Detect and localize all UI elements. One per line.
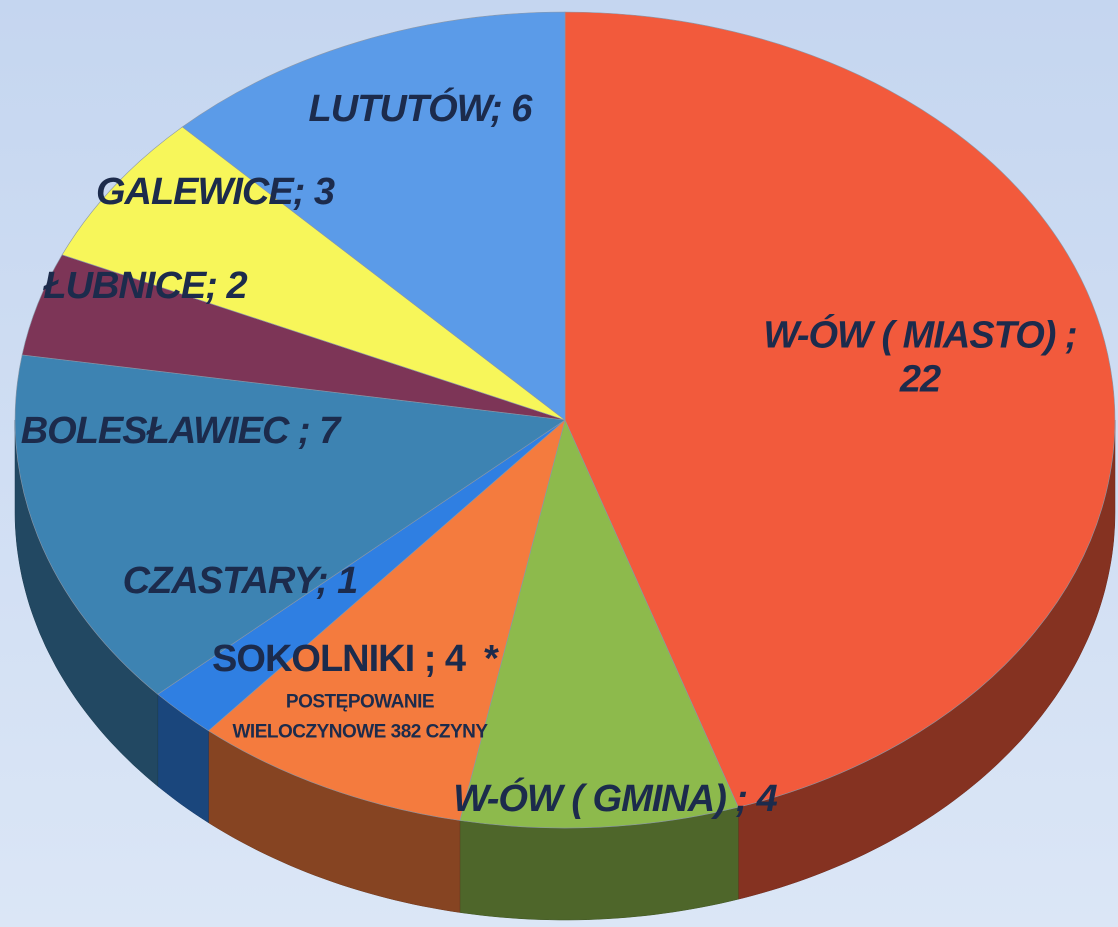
data-label: GALEWICE; 3 bbox=[95, 171, 335, 214]
pie-slice bbox=[181, 11, 566, 421]
data-label: LUTUTÓW; 6 bbox=[308, 88, 533, 131]
data-label: W-ÓW ( GMINA) ; 4 bbox=[453, 778, 778, 821]
data-label: SOKOLNIKI ; 4 * bbox=[212, 638, 499, 681]
pie-slice bbox=[61, 126, 566, 421]
pie-slice bbox=[459, 419, 739, 829]
data-label: W-ÓW ( MIASTO) ; 22 bbox=[763, 314, 1077, 400]
annotation: POSTĘPOWANIE WIELOCZYNOWE 382 CZYNY bbox=[232, 691, 488, 743]
pie-slice bbox=[564, 11, 1116, 808]
data-label: BOLESŁAWIEC ; 7 bbox=[20, 410, 341, 453]
data-label: ŁUBNICE; 2 bbox=[43, 265, 247, 308]
pie-slice bbox=[14, 354, 566, 695]
data-label: CZASTARY; 1 bbox=[122, 560, 359, 603]
pie-slice bbox=[207, 419, 566, 821]
